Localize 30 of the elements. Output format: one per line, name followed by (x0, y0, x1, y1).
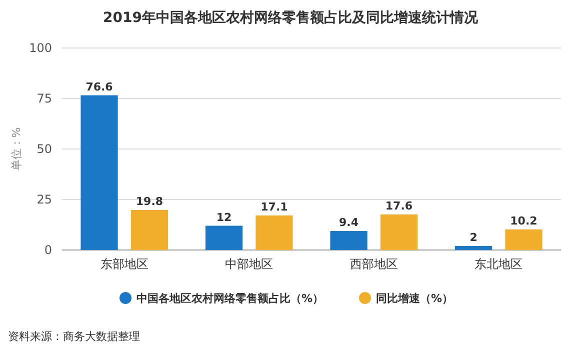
y-tick-label: 100 (29, 41, 52, 56)
data-label: 17.1 (260, 200, 288, 214)
y-tick-label: 0 (44, 243, 52, 258)
x-tick-label: 中部地区 (225, 257, 274, 271)
data-label: 9.4 (339, 216, 359, 230)
data-label: 12 (216, 210, 232, 224)
y-axis-title: 单位：% (10, 127, 23, 171)
legend-label: 中国各地区农村网络零售额占比（%） (136, 292, 324, 305)
bar (130, 210, 168, 250)
bar (256, 215, 293, 250)
data-label: 76.6 (86, 80, 114, 94)
y-tick-label: 75 (36, 92, 52, 106)
data-label: 17.6 (385, 199, 413, 212)
x-tick-label: 东部地区 (100, 257, 148, 271)
y-tick-label: 25 (36, 192, 52, 207)
bar (380, 214, 418, 250)
legend-label: 同比增速（%） (376, 292, 454, 305)
chart-title: 2019年中国各地区农村网络零售额占比及同比增速统计情况 (103, 9, 479, 26)
data-label: 10.2 (510, 214, 538, 228)
y-tick-label: 50 (36, 142, 52, 156)
x-tick-label: 东北地区 (474, 257, 523, 271)
data-label: 2 (470, 230, 478, 244)
bar (80, 95, 118, 250)
bar (454, 246, 492, 250)
bar (205, 226, 243, 250)
text: 资料来源：商务大数据整理 (8, 330, 140, 343)
data-label: 19.8 (136, 195, 164, 208)
bar (330, 231, 368, 250)
x-tick-label: 西部地区 (350, 257, 398, 271)
bar (505, 229, 542, 250)
